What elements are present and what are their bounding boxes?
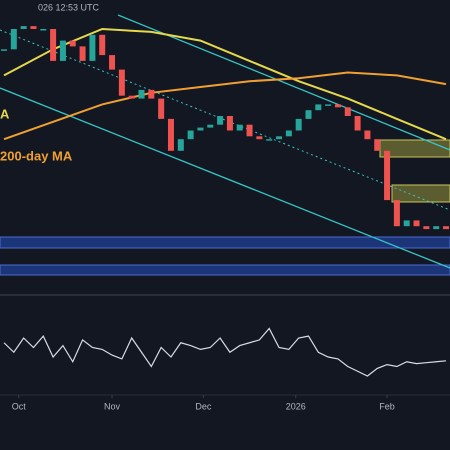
candle (325, 104, 332, 106)
x-tick-label: 2026 (286, 401, 306, 411)
candle (99, 34, 106, 56)
support-zone (0, 264, 450, 276)
channel-line (117, 14, 450, 151)
x-tick-label: Nov (104, 401, 121, 411)
candle (30, 26, 37, 29)
candle (138, 89, 145, 99)
candle (109, 55, 116, 70)
candle (69, 40, 76, 47)
candle (236, 124, 243, 131)
candle (443, 226, 449, 230)
x-tick-label: Dec (195, 401, 212, 411)
ma-label: A (0, 106, 10, 121)
candle (148, 89, 155, 99)
candle (158, 98, 165, 119)
candle (334, 104, 341, 108)
candle (276, 136, 283, 140)
channel-line (0, 87, 450, 269)
candle (393, 200, 400, 227)
ma-label: 200-day MA (0, 148, 73, 163)
candle (433, 226, 440, 230)
candle (59, 40, 66, 61)
candle (187, 130, 194, 140)
candle (226, 116, 233, 131)
candle (246, 124, 253, 137)
mid-line (0, 29, 450, 211)
candle (285, 130, 292, 137)
x-tick-label: Feb (379, 401, 395, 411)
candle (344, 107, 351, 116)
candle (197, 127, 204, 131)
candle (256, 136, 263, 140)
candle (413, 220, 420, 227)
candle (315, 104, 322, 111)
resistance-zone (379, 139, 450, 158)
candle (20, 26, 27, 29)
support-zone (0, 236, 450, 249)
candle (167, 118, 174, 151)
candle (217, 116, 224, 125)
candle (403, 220, 410, 227)
candle (207, 124, 214, 128)
candle (128, 95, 135, 99)
rsi-line (3, 327, 447, 377)
moving-average (3, 71, 447, 141)
candle (374, 139, 381, 151)
candle (266, 139, 273, 141)
candle (79, 46, 86, 61)
candle (10, 29, 17, 50)
candle (423, 226, 430, 230)
moving-average (3, 27, 447, 141)
candle (384, 150, 391, 201)
candle (177, 139, 184, 151)
candle (118, 69, 125, 96)
resistance-zone (391, 184, 450, 203)
candle (50, 29, 57, 61)
candle (295, 118, 302, 131)
x-tick-label: Oct (12, 401, 27, 411)
candle (354, 116, 361, 131)
header-time: 026 12:53 UTC (38, 2, 100, 12)
candle (40, 29, 47, 31)
candle (364, 130, 371, 140)
candle (89, 34, 96, 61)
candle (305, 110, 312, 119)
candle (1, 49, 7, 51)
